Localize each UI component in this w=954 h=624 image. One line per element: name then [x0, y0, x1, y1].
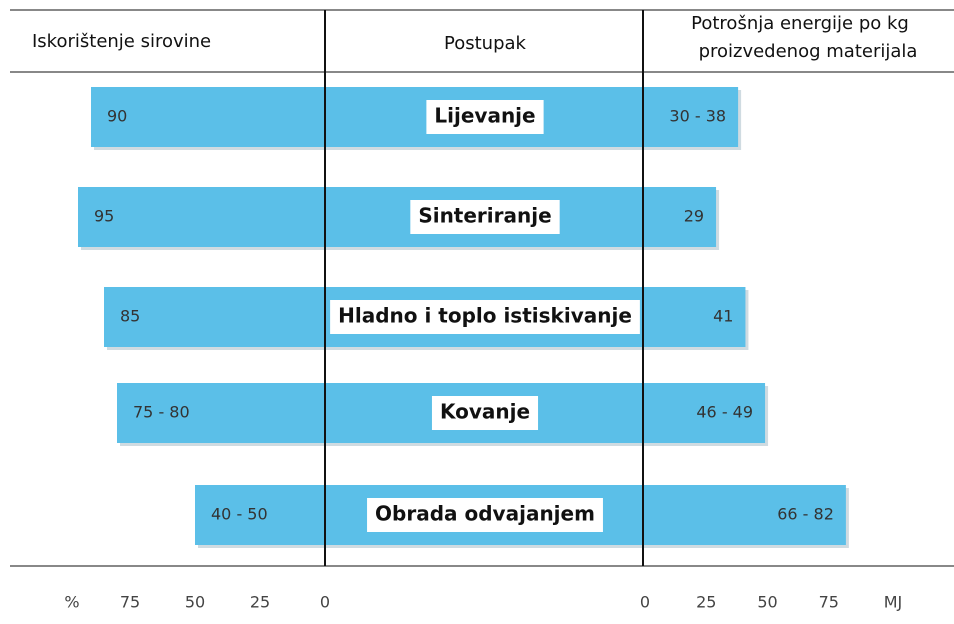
- value-label: 40 - 50: [211, 505, 268, 524]
- unit-label: MJ: [884, 593, 903, 612]
- x-tick-label: 75: [819, 593, 839, 612]
- bar-left: [104, 287, 325, 347]
- label-box: [330, 300, 640, 334]
- category-label: Lijevanje: [434, 104, 535, 128]
- bar-right: [645, 87, 739, 147]
- x-tick-label: 50: [757, 593, 777, 612]
- x-tick-label: 0: [640, 593, 650, 612]
- x-tick-label: 0: [320, 593, 330, 612]
- value-label: 66 - 82: [777, 505, 834, 524]
- category-label: Kovanje: [440, 400, 530, 424]
- header-center: Postupak: [444, 33, 527, 54]
- header-right: proizvedenog materijala: [699, 41, 918, 62]
- value-label: 46 - 49: [696, 403, 753, 422]
- header-right: Potrošnja energije po kg: [691, 13, 909, 34]
- x-tick-label: 25: [250, 593, 270, 612]
- value-label: 85: [120, 307, 140, 326]
- label-box: [426, 100, 544, 134]
- x-tick-label: 25: [696, 593, 716, 612]
- bar-right: [645, 287, 746, 347]
- category-label: Hladno i toplo istiskivanje: [338, 304, 632, 328]
- category-label: Obrada odvajanjem: [375, 502, 595, 526]
- bar-left: [78, 187, 325, 247]
- bars: [78, 87, 849, 548]
- bar-right: [645, 187, 717, 247]
- label-box: [431, 396, 539, 430]
- value-label: 41: [713, 307, 733, 326]
- value-label: 90: [107, 107, 127, 126]
- bar-right: [645, 485, 846, 545]
- bar-left: [91, 87, 325, 147]
- category-label: Sinteriranje: [418, 204, 551, 228]
- unit-label: %: [64, 593, 79, 612]
- value-label: 30 - 38: [669, 107, 726, 126]
- bar-right: [645, 383, 766, 443]
- header-left: Iskorištenje sirovine: [32, 31, 211, 52]
- label-box: [410, 200, 560, 234]
- bar-left: [195, 485, 325, 545]
- value-label: 75 - 80: [133, 403, 190, 422]
- x-tick-label: 75: [120, 593, 140, 612]
- value-label: 29: [684, 207, 704, 226]
- value-label: 95: [94, 207, 114, 226]
- label-box: [367, 498, 603, 532]
- bar-left: [117, 383, 325, 443]
- x-tick-label: 50: [185, 593, 205, 612]
